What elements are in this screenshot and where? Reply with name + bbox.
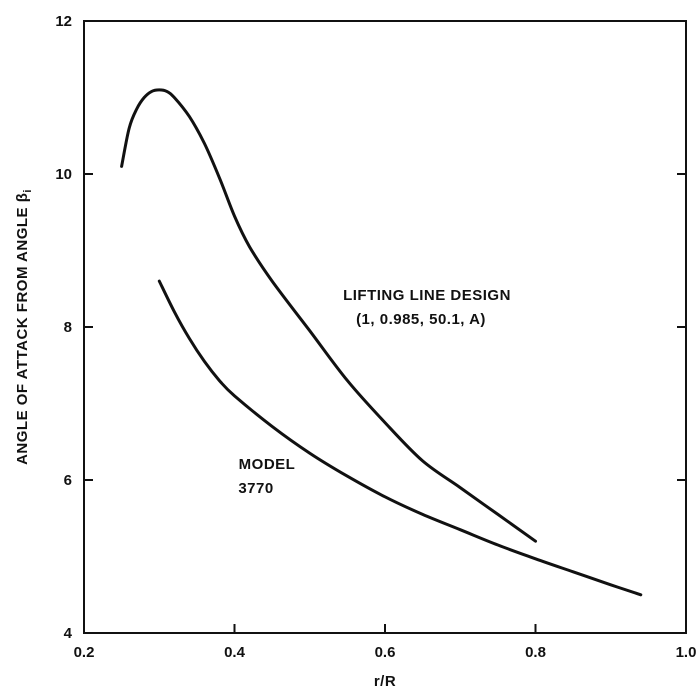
tick-labels: 0.2 0.4 0.6 0.8 1.0 4 6 8 10 12 [55,13,696,661]
axis-ticks [83,20,687,634]
x-tick-label: 0.8 [525,644,546,661]
series-label-model-line2: 3770 [238,480,273,497]
series-label-model-line1: MODEL [239,456,296,473]
y-tick-label: 6 [64,472,72,489]
x-tick-label: 0.2 [74,644,95,661]
lifting-line-design-curve [120,88,537,543]
y-tick-label: 12 [55,13,72,30]
x-tick-label: 0.6 [375,644,396,661]
model-3770-curve [157,279,643,597]
y-tick-label: 8 [64,319,72,336]
y-axis-label: ANGLE OF ATTACK FROM ANGLE βi [14,189,34,465]
y-tick-label: 4 [64,625,73,642]
x-tick-label: 0.4 [224,644,246,661]
series-label-lifting-line-line1: LIFTING LINE DESIGN [343,287,511,304]
x-tick-label: 1.0 [676,644,697,661]
y-axis-label-main: ANGLE OF ATTACK FROM ANGLE β [14,193,31,465]
y-tick-label: 10 [55,166,72,183]
series-curves [120,88,643,597]
series-label-lifting-line-line2: (1, 0.985, 50.1, A) [356,311,486,328]
x-axis-label: r/R [374,673,396,690]
y-axis-label-subscript: i [22,189,34,193]
